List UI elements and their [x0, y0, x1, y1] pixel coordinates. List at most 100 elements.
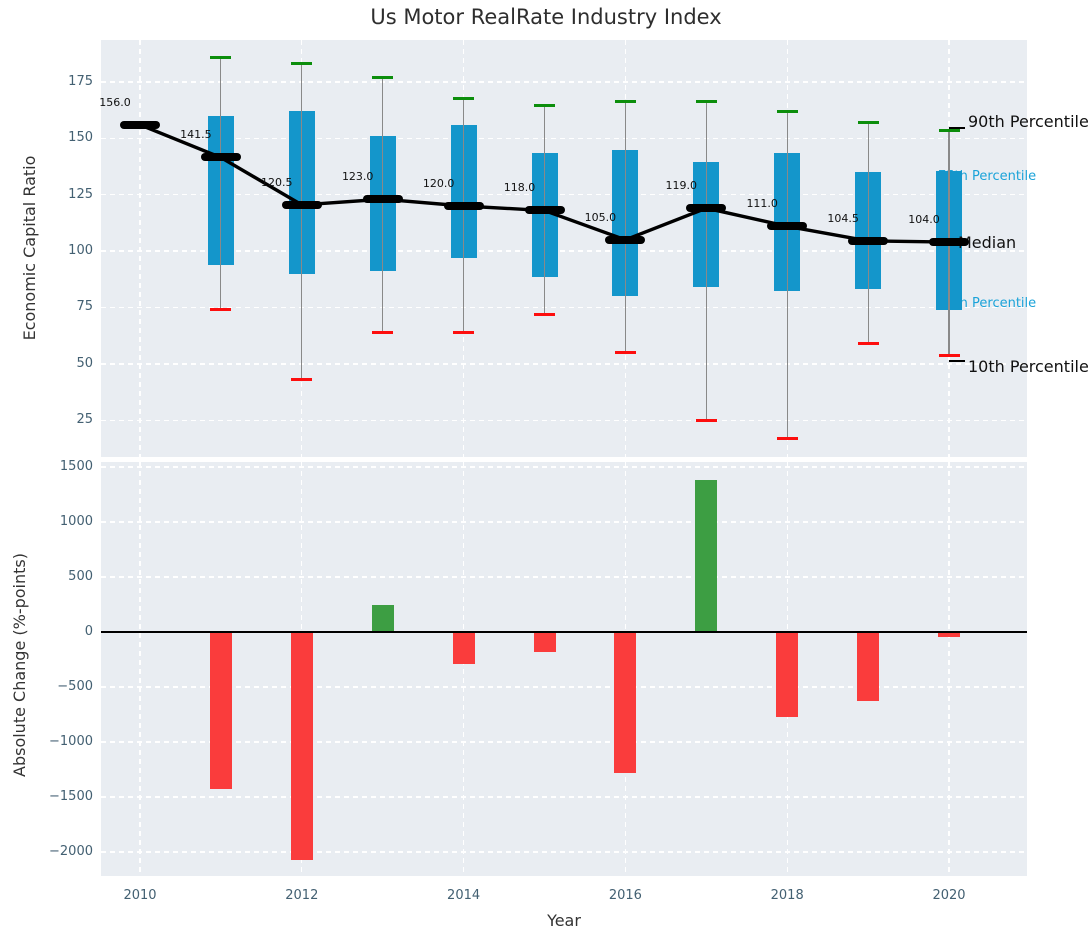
- p90-cap-2016: [614, 99, 636, 103]
- annotation-median: Median: [958, 233, 1017, 253]
- gridline-h: [101, 686, 1027, 688]
- annotation-90th-percentile: 90th Percentile: [968, 112, 1089, 132]
- y-tick-label: −1000: [49, 733, 93, 749]
- bottom-y-axis-label: Absolute Change (%-points): [10, 553, 29, 777]
- p90-cap-2015: [534, 104, 555, 108]
- median-dash-2017: [686, 204, 727, 213]
- whisker-2014: [463, 98, 465, 333]
- median-dash-2014: [443, 201, 484, 210]
- p90-cap-2017: [695, 99, 717, 103]
- p10-cap-2018: [776, 436, 798, 440]
- change-bar-2013: [371, 604, 394, 632]
- p90-cap-2019: [857, 121, 879, 125]
- gridline-h: [101, 137, 1027, 140]
- gridline-h: [101, 741, 1027, 743]
- median-dash-2019: [848, 236, 889, 245]
- whisker-2012: [301, 63, 303, 380]
- change-bar-2018: [776, 631, 799, 718]
- p90-cap-2013: [372, 75, 394, 79]
- gridline-v: [139, 462, 141, 876]
- p90-cap-2011: [210, 55, 232, 59]
- chart-title: Us Motor RealRate Industry Index: [370, 5, 722, 29]
- gridline-h: [101, 363, 1027, 365]
- x-tick-label: 2018: [770, 888, 804, 903]
- median-dash-2016: [605, 235, 646, 244]
- annotation-10th-percentile-leader: [949, 359, 965, 362]
- median-dash-2011: [200, 153, 241, 162]
- change-bar-2020: [938, 631, 960, 637]
- median-value-2020: 104.0: [908, 213, 940, 227]
- y-tick-label: 0: [84, 623, 93, 639]
- p90-cap-2018: [776, 109, 798, 113]
- median-value-2017: 119.0: [665, 179, 698, 193]
- x-tick-label: 2020: [932, 888, 966, 903]
- median-dash-2015: [524, 206, 565, 215]
- y-tick-label: 100: [68, 243, 93, 259]
- change-bar-2012: [290, 631, 313, 861]
- median-dash-2010: [120, 120, 160, 129]
- whisker-2019: [867, 122, 869, 344]
- y-tick-label: 150: [68, 130, 93, 146]
- p10-cap-2020: [938, 354, 960, 358]
- y-tick-label: 500: [68, 568, 93, 584]
- y-tick-label: 75: [76, 299, 93, 315]
- whisker-2018: [786, 111, 788, 439]
- top-plot-area: 156.0 141.5 120.5 123.0 120.0 118.0 105.0 119.0…: [99, 40, 1089, 457]
- y-tick-label: −1500: [49, 788, 93, 804]
- median-value-2018: 111.0: [746, 197, 778, 211]
- p10-cap-2016: [614, 351, 636, 355]
- median-dash-2012: [281, 200, 322, 209]
- p10-cap-2017: [695, 418, 717, 422]
- whisker-2017: [705, 101, 707, 421]
- change-bar-2016: [614, 631, 637, 773]
- y-tick-label: 50: [76, 355, 93, 371]
- change-bar-2019: [857, 631, 880, 702]
- y-tick-label: 125: [68, 186, 93, 202]
- gridline-h: [101, 851, 1027, 853]
- median-value-2013: 123.0: [341, 170, 374, 184]
- change-bar-2011: [209, 631, 232, 790]
- change-bar-2017: [695, 479, 718, 632]
- median-value-2011: 141.5: [180, 128, 212, 142]
- whisker-2016: [624, 101, 626, 353]
- median-value-2019: 104.5: [827, 211, 859, 225]
- median-dash-2013: [362, 195, 403, 204]
- y-tick-label: 175: [68, 73, 93, 89]
- zero-axis-line: [101, 631, 1027, 633]
- gridline-h: [101, 419, 1027, 421]
- median-dash-2018: [767, 222, 808, 231]
- change-bar-2015: [533, 631, 556, 652]
- y-tick-label: 1000: [59, 513, 93, 529]
- p10-cap-2014: [453, 330, 475, 334]
- x-tick-label: 2010: [123, 888, 157, 903]
- y-tick-label: 1500: [59, 458, 93, 474]
- gridline-h: [101, 306, 1027, 309]
- whisker-2013: [382, 77, 384, 333]
- median-value-2014: 120.0: [422, 176, 455, 190]
- gridline-h: [101, 466, 1027, 468]
- y-tick-label: 25: [76, 412, 93, 428]
- annotation-25th-percentile: 25th Percentile: [938, 295, 1037, 311]
- annotation-90th-percentile-leader: [949, 127, 965, 130]
- median-value-2012: 120.5: [261, 175, 293, 189]
- x-tick-label: 2012: [285, 888, 319, 903]
- median-line: [139, 123, 950, 244]
- median-value-2010: 156.0: [99, 95, 131, 109]
- gridline-v: [463, 462, 465, 876]
- x-tick-label: 2014: [447, 888, 481, 903]
- p10-cap-2013: [372, 330, 394, 334]
- median-value-2016: 105.0: [584, 210, 617, 224]
- p90-cap-2014: [453, 97, 475, 101]
- x-axis-label: Year: [547, 911, 581, 930]
- p90-cap-2020: [938, 128, 960, 132]
- p10-cap-2019: [857, 342, 879, 346]
- gridline-h: [101, 194, 1027, 196]
- annotation-75th-percentile: 75th Percentile: [938, 169, 1037, 185]
- median-dash-2020: [929, 238, 969, 247]
- gridline-h: [101, 250, 1027, 252]
- gridline-v: [139, 40, 141, 457]
- gridline-h: [101, 796, 1027, 798]
- median-value-2015: 118.0: [503, 181, 536, 195]
- p90-cap-2012: [291, 62, 313, 66]
